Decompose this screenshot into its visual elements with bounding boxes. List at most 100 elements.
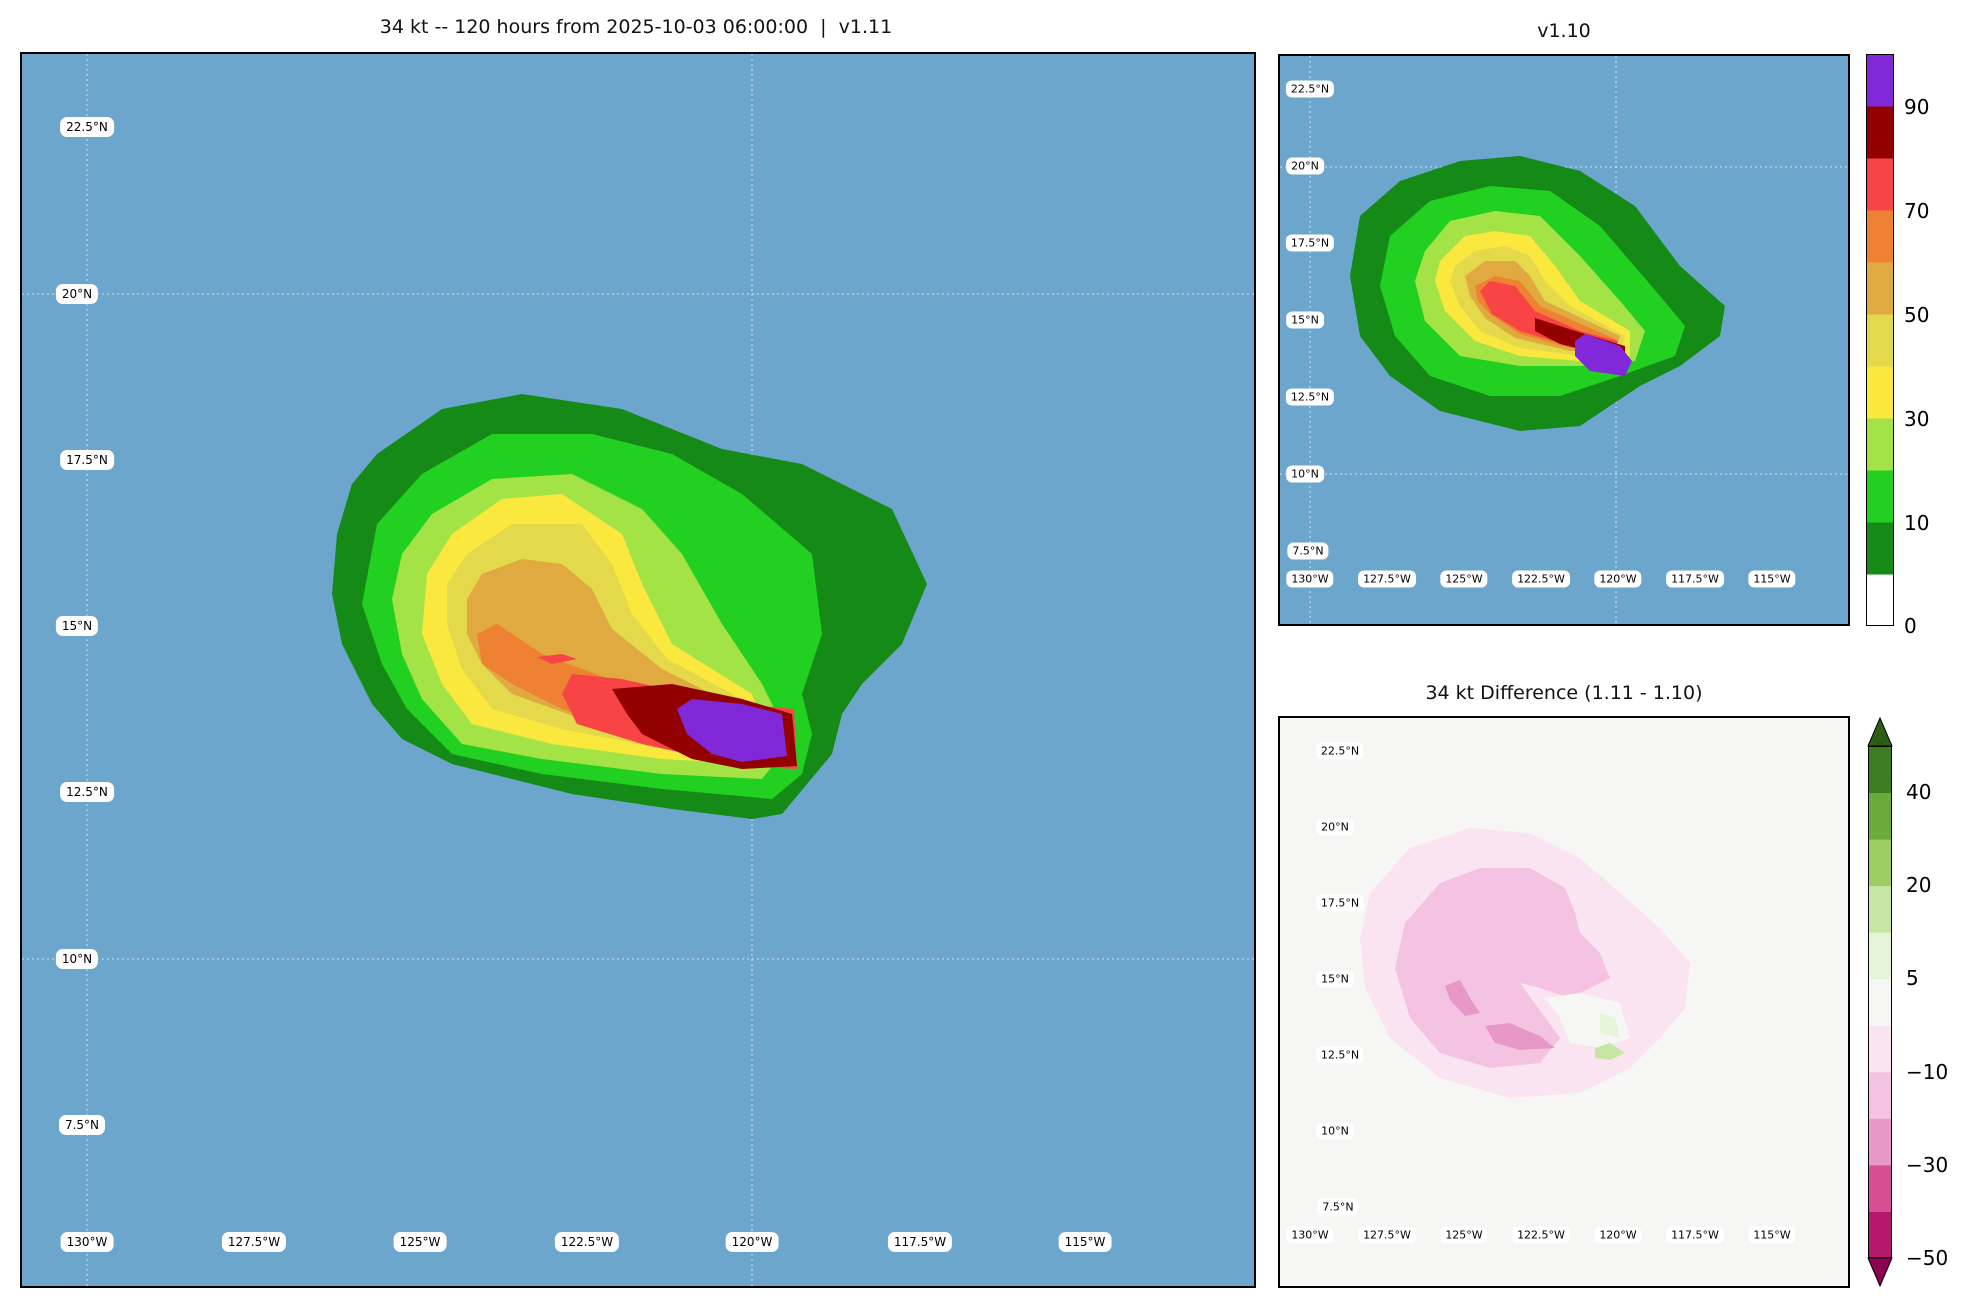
diff-lat-label-17-5: 17.5°N [1315,894,1365,912]
diff-lon-label-120: 120°W [1594,1226,1642,1244]
v110-band-80pct [1480,281,1618,348]
v110-map-panel: 22.5°N 20°N 17.5°N 15°N 12.5°N 10°N 7.5°… [1278,54,1850,626]
diff-cbar-swatch [1868,1164,1892,1212]
v110-lon-label-130: 130°W [1286,570,1334,588]
diff-map-canvas [1360,828,1690,1098]
lon-label-115: 115°W [1058,1232,1112,1252]
v110-lon-label-120: 120°W [1594,570,1642,588]
diff-cbar-extend-top [1867,716,1893,747]
diff-lon-label-115: 115°W [1748,1226,1796,1244]
prob-cbar-swatch [1866,262,1894,315]
v110-lat-label-22-5: 22.5°N [1285,80,1335,98]
diff-cbar-swatch [1868,885,1892,933]
lat-label-22-5: 22.5°N [60,117,114,137]
lat-label-10: 10°N [55,949,99,969]
diff-cbar-swatch [1868,932,1892,980]
diff-band-lt-30a [1445,980,1480,1016]
v110-band-100pct [1575,334,1632,376]
prob-cbar-swatch [1866,522,1894,575]
lon-label-122-5: 122.5°W [554,1232,620,1252]
diff-cbar-swatch [1868,746,1892,794]
v110-lat-label-17-5: 17.5°N [1285,234,1335,252]
contour-band-100pct [677,699,787,762]
diff-lat-label-15: 15°N [1316,970,1354,988]
contour-band-80pct-fleck [537,654,577,664]
v110-lon-label-122-5: 122.5°W [1512,570,1570,588]
main-map-panel: 22.5°N 20°N 17.5°N 15°N 12.5°N 10°N 7.5°… [20,52,1256,1288]
diff-band-lt-30b [1485,1023,1555,1050]
diff-tick-neg50: −50 [1906,1246,1949,1270]
probability-colorbar [1866,54,1894,627]
diff-tick-neg30: −30 [1906,1153,1949,1177]
probability-colorbar-svg [1866,54,1894,627]
lon-label-125: 125°W [393,1232,447,1252]
prob-tick-30: 30 [1904,407,1930,431]
v110-lat-label-15: 15°N [1286,311,1324,329]
diff-cbar-swatch [1868,839,1892,887]
diff-lat-label-22-5: 22.5°N [1315,742,1365,760]
diff-cbar-swatch [1868,1118,1892,1166]
diff-lat-label-7-5: 7.5°N [1317,1198,1359,1216]
diff-lon-label-130: 130°W [1286,1226,1334,1244]
prob-tick-0: 0 [1904,614,1917,638]
diff-lon-label-122-5: 122.5°W [1512,1226,1570,1244]
v110-lon-label-117-5: 117.5°W [1666,570,1724,588]
v110-lon-label-125: 125°W [1440,570,1488,588]
diff-contours [1360,828,1690,1098]
prob-cbar-swatch [1866,158,1894,211]
diff-cbar-swatch [1868,792,1892,840]
v110-lat-label-7-5: 7.5°N [1287,542,1329,560]
lat-label-7-5: 7.5°N [58,1115,106,1135]
diff-lon-label-117-5: 117.5°W [1666,1226,1724,1244]
diff-tick-neg10: −10 [1906,1060,1949,1084]
prob-cbar-swatch [1866,106,1894,159]
prob-cbar-swatch [1866,314,1894,367]
diff-cbar-swatch [1868,1025,1892,1073]
diff-lon-label-125: 125°W [1440,1226,1488,1244]
main-map-title: 34 kt -- 120 hours from 2025-10-03 06:00… [379,16,893,38]
diff-lon-label-127-5: 127.5°W [1358,1226,1416,1244]
lat-label-17-5: 17.5°N [60,450,114,470]
v110-map-canvas [1280,56,1848,624]
prob-tick-70: 70 [1904,199,1930,223]
main-probability-contours [332,394,927,819]
diff-map-panel: 22.5°N 20°N 17.5°N 15°N 12.5°N 10°N 7.5°… [1278,716,1850,1288]
diff-tick-20: 20 [1906,873,1932,897]
diff-tick-40: 40 [1906,780,1932,804]
prob-cbar-swatch [1866,574,1894,627]
prob-cbar-swatch [1866,210,1894,263]
diff-lat-label-20: 20°N [1316,818,1354,836]
diff-cbar-swatch [1868,978,1892,1026]
diff-tick-5: 5 [1906,966,1919,990]
lat-label-12-5: 12.5°N [60,782,114,802]
lon-label-127-5: 127.5°W [221,1232,287,1252]
v110-lon-label-127-5: 127.5°W [1358,570,1416,588]
v110-lon-label-115: 115°W [1748,570,1796,588]
lon-label-120: 120°W [725,1232,779,1252]
v110-lat-label-12-5: 12.5°N [1285,388,1335,406]
lon-label-117-5: 117.5°W [887,1232,953,1252]
diff-band-gt-10 [1595,1043,1625,1060]
diff-cbar-swatch [1868,1211,1892,1259]
prob-tick-10: 10 [1904,511,1930,535]
difference-colorbar-svg [1867,716,1893,1288]
prob-tick-50: 50 [1904,303,1930,327]
lon-label-130: 130°W [60,1232,114,1252]
diff-lat-label-12-5: 12.5°N [1315,1046,1365,1064]
diff-lat-label-10: 10°N [1316,1122,1354,1140]
v110-lat-label-10: 10°N [1286,465,1324,483]
v110-probability-contours [1350,156,1725,431]
diff-cbar-swatch [1868,1071,1892,1119]
v110-lat-label-20: 20°N [1286,157,1324,175]
diff-cbar-extend-bottom [1867,1257,1893,1288]
prob-cbar-swatch [1866,470,1894,523]
prob-cbar-swatch [1866,54,1894,107]
prob-cbar-swatch [1866,366,1894,419]
lat-label-15: 15°N [55,616,99,636]
prob-tick-90: 90 [1904,95,1930,119]
v110-map-title: v1.10 [1537,20,1591,42]
diff-band-gt-5 [1600,1013,1620,1038]
diff-map-title: 34 kt Difference (1.11 - 1.10) [1425,682,1703,704]
lat-label-20: 20°N [55,284,99,304]
prob-cbar-swatch [1866,418,1894,471]
